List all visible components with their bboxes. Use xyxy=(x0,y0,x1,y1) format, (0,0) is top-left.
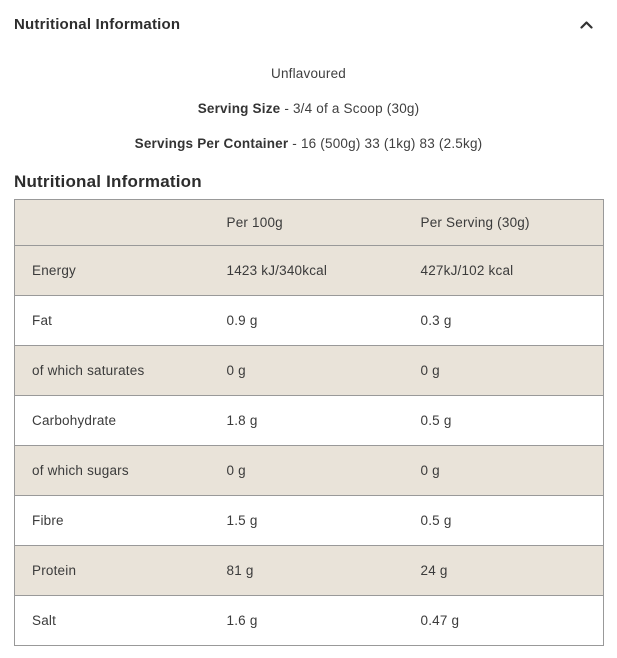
table-row: of which sugars 0 g 0 g xyxy=(14,445,604,496)
row-label: Energy xyxy=(14,245,210,296)
row-per-serving: 24 g xyxy=(403,545,604,596)
chevron-up-icon[interactable] xyxy=(580,20,593,29)
table-row: Fat 0.9 g 0.3 g xyxy=(14,295,604,346)
serving-size-text: Serving Size - 3/4 of a Scoop (30g) xyxy=(0,101,617,117)
column-header-per-100g: Per 100g xyxy=(209,199,404,246)
column-header-per-serving: Per Serving (30g) xyxy=(403,199,604,246)
row-per-100g: 0 g xyxy=(209,445,404,496)
nutrition-table: Per 100g Per Serving (30g) Energy 1423 k… xyxy=(14,199,604,646)
row-label: Protein xyxy=(14,545,210,596)
row-label: of which sugars xyxy=(14,445,210,496)
column-header-blank xyxy=(14,199,210,246)
accordion-title: Nutritional Information xyxy=(14,16,181,33)
table-row: Protein 81 g 24 g xyxy=(14,545,604,596)
serving-size-label: Serving Size xyxy=(197,101,281,116)
table-row: Carbohydrate 1.8 g 0.5 g xyxy=(14,395,604,446)
row-per-100g: 1.6 g xyxy=(209,595,404,646)
row-per-serving: 0.5 g xyxy=(403,395,604,446)
row-per-serving: 0 g xyxy=(403,445,604,496)
row-per-serving: 0.47 g xyxy=(403,595,604,646)
row-label: Salt xyxy=(14,595,210,646)
servings-per-container-value: - 16 (500g) 33 (1kg) 83 (2.5kg) xyxy=(292,136,483,151)
product-serving-info: Unflavoured Serving Size - 3/4 of a Scoo… xyxy=(0,66,617,152)
row-per-serving: 427kJ/102 kcal xyxy=(403,245,604,296)
flavour-text: Unflavoured xyxy=(271,66,346,81)
row-per-100g: 1.5 g xyxy=(209,495,404,546)
row-label: Fat xyxy=(14,295,210,346)
servings-per-container-label: Servings Per Container xyxy=(134,136,289,151)
table-header-row: Per 100g Per Serving (30g) xyxy=(14,199,604,246)
row-label: Carbohydrate xyxy=(14,395,210,446)
table-row: Energy 1423 kJ/340kcal 427kJ/102 kcal xyxy=(14,245,604,296)
row-per-100g: 1423 kJ/340kcal xyxy=(209,245,404,296)
row-per-100g: 81 g xyxy=(209,545,404,596)
row-per-serving: 0.5 g xyxy=(403,495,604,546)
nutrition-table-heading: Nutritional Information xyxy=(14,172,202,191)
table-row: Salt 1.6 g 0.47 g xyxy=(14,595,604,646)
serving-size-value: - 3/4 of a Scoop (30g) xyxy=(284,101,420,116)
row-per-serving: 0.3 g xyxy=(403,295,604,346)
table-row: of which saturates 0 g 0 g xyxy=(14,345,604,396)
row-per-100g: 1.8 g xyxy=(209,395,404,446)
accordion-header-nutritional-information[interactable]: Nutritional Information xyxy=(0,0,617,33)
row-per-100g: 0.9 g xyxy=(209,295,404,346)
row-per-100g: 0 g xyxy=(209,345,404,396)
row-label: of which saturates xyxy=(14,345,210,396)
servings-per-container-text: Servings Per Container - 16 (500g) 33 (1… xyxy=(0,136,617,152)
table-row: Fibre 1.5 g 0.5 g xyxy=(14,495,604,546)
row-per-serving: 0 g xyxy=(403,345,604,396)
row-label: Fibre xyxy=(14,495,210,546)
